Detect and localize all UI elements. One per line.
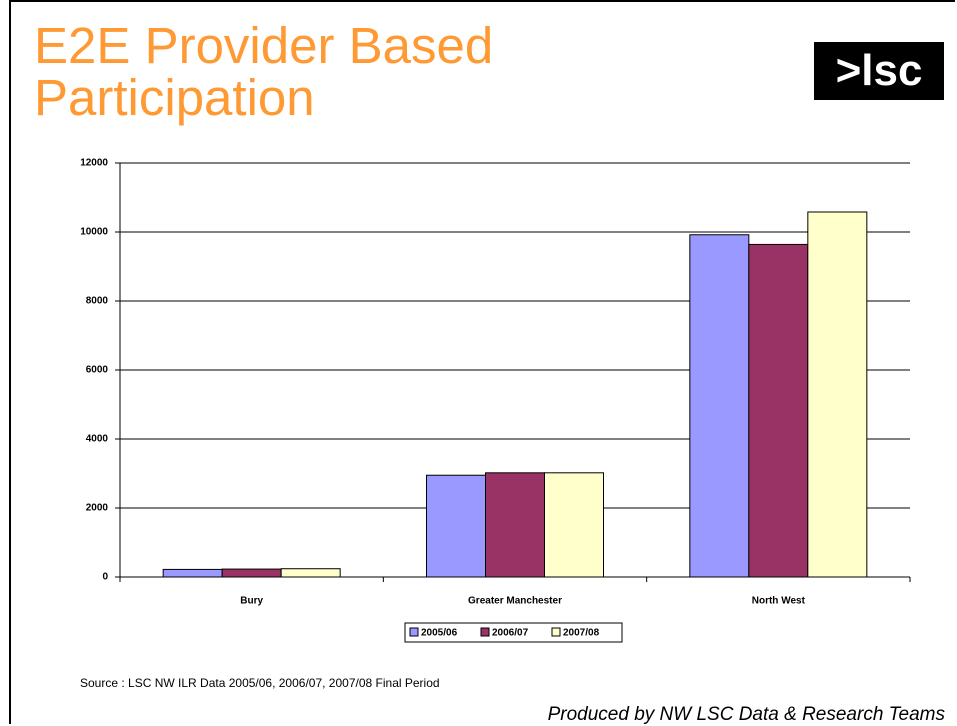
legend-label: 2005/06: [421, 628, 458, 639]
source-note: Source : LSC NW ILR Data 2005/06, 2006/0…: [80, 676, 440, 690]
bar: [426, 474, 486, 578]
bar: [485, 472, 545, 578]
legend-swatch: [480, 627, 490, 637]
bar: [162, 568, 223, 578]
y-tick-label: 6000: [86, 365, 109, 376]
legend-box: [404, 622, 623, 643]
legend-swatch: [409, 627, 419, 637]
logo: >lsc: [814, 42, 944, 100]
y-tick-label: 12000: [80, 158, 108, 169]
bar: [280, 568, 341, 578]
bar: [221, 568, 282, 578]
slide-title: E2E Provider Based Participation: [34, 17, 494, 126]
credit: Produced by NW LSC Data & Research Teams: [547, 704, 945, 725]
legend-swatch: [551, 627, 561, 637]
y-tick-label: 4000: [86, 434, 109, 445]
x-tick-label: North West: [752, 596, 806, 607]
bar: [689, 234, 750, 578]
y-tick-label: 2000: [86, 503, 109, 514]
x-tick-label: Greater Manchester: [468, 596, 562, 607]
bar: [807, 211, 868, 578]
y-tick-label: 10000: [80, 227, 108, 238]
x-tick-label: Bury: [240, 596, 263, 607]
bar: [748, 243, 809, 578]
legend-label: 2007/08: [563, 628, 600, 639]
legend-label: 2006/07: [492, 628, 529, 639]
bar: [544, 472, 604, 578]
slide-frame: [9, 0, 955, 724]
y-tick-label: 0: [102, 572, 108, 583]
y-tick-label: 8000: [86, 296, 109, 307]
